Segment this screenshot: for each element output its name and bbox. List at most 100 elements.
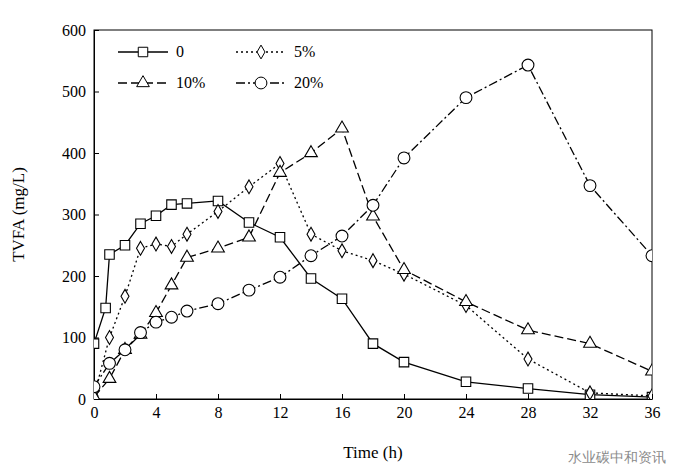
marker — [134, 327, 147, 338]
tick-label: 0 — [78, 391, 86, 408]
marker — [120, 241, 129, 250]
tick-label: 20 — [397, 404, 413, 421]
plot: 04812162024283236010020030040050060005%1… — [62, 22, 661, 422]
tick-label: 200 — [62, 268, 86, 285]
plot-frame — [94, 30, 652, 399]
series-line — [94, 128, 652, 397]
x-axis-title: Time (h) — [343, 443, 402, 462]
marker — [168, 240, 176, 254]
tick-label: 600 — [62, 22, 86, 39]
marker — [461, 377, 470, 386]
tick: 300 — [62, 206, 99, 223]
legend: 0 5% 10% 20% — [118, 43, 323, 91]
marker — [167, 200, 176, 209]
marker — [94, 339, 99, 348]
marker — [181, 250, 194, 261]
tick-label: 12 — [273, 404, 289, 421]
series-line — [94, 65, 652, 387]
marker — [105, 250, 114, 259]
marker — [522, 323, 535, 334]
tick-mark — [94, 92, 99, 93]
tick: 24 — [459, 394, 475, 421]
marker — [152, 237, 160, 251]
legend-label: 0 — [176, 43, 184, 60]
legend-item: 20% — [236, 74, 323, 91]
marker — [243, 230, 256, 241]
tick: 4 — [153, 394, 161, 421]
marker — [150, 316, 162, 328]
marker — [584, 180, 596, 192]
axis-line — [95, 399, 653, 400]
marker — [367, 199, 379, 211]
tick-mark — [342, 394, 343, 399]
marker — [305, 250, 317, 262]
marker — [275, 233, 284, 242]
marker — [135, 327, 147, 339]
marker — [398, 263, 411, 274]
series-markers — [94, 157, 652, 399]
marker — [137, 241, 145, 255]
marker — [181, 305, 193, 317]
marker — [245, 180, 253, 194]
tick-mark — [156, 394, 157, 399]
marker — [119, 344, 131, 356]
marker — [182, 199, 191, 208]
marker — [94, 381, 100, 393]
legend-label: 20% — [294, 74, 323, 91]
marker — [306, 274, 315, 283]
tick-label: 500 — [62, 83, 86, 100]
series-markers — [94, 59, 652, 392]
marker — [166, 311, 178, 323]
tick: 16 — [335, 394, 351, 421]
legend-marker — [257, 45, 265, 59]
tick-label: 4 — [153, 404, 161, 421]
marker — [305, 146, 318, 157]
marker — [586, 386, 594, 399]
marker — [244, 218, 253, 227]
tick-label: 16 — [335, 404, 351, 421]
marker — [398, 152, 410, 164]
marker — [212, 241, 225, 252]
marker — [369, 254, 377, 268]
tick-mark — [94, 399, 99, 400]
marker — [274, 271, 286, 283]
tick-mark — [404, 394, 405, 399]
marker — [150, 306, 163, 317]
tick: 200 — [62, 268, 99, 285]
tick: 400 — [62, 145, 99, 162]
marker — [523, 384, 532, 393]
tick-mark — [218, 394, 219, 399]
tick: 20 — [397, 394, 413, 421]
legend-item: 5% — [236, 43, 315, 60]
marker — [307, 227, 315, 241]
marker — [106, 331, 114, 345]
series-line — [94, 163, 652, 395]
marker — [336, 121, 349, 132]
marker — [103, 371, 116, 382]
marker — [338, 244, 346, 258]
chart: 04812162024283236010020030040050060005%1… — [0, 0, 676, 472]
tick: 500 — [62, 83, 99, 100]
tick: 12 — [273, 394, 289, 421]
tick: 28 — [521, 394, 537, 421]
marker — [460, 294, 473, 305]
tick-label: 300 — [62, 206, 86, 223]
marker — [584, 336, 597, 347]
tick-mark — [94, 30, 99, 31]
marker — [183, 227, 191, 241]
tick-label: 24 — [459, 404, 475, 421]
legend-item: 10% — [118, 74, 205, 91]
annotation: 水业碳中和资讯 — [568, 449, 666, 465]
marker — [460, 92, 472, 104]
x-axis: 04812162024283236 — [91, 394, 661, 421]
tick-label: 32 — [583, 404, 599, 421]
tick-label: 28 — [521, 404, 537, 421]
marker — [165, 278, 178, 289]
tick-mark — [94, 153, 99, 154]
legend-marker — [255, 77, 267, 89]
tick-label: 8 — [215, 404, 223, 421]
marker — [151, 211, 160, 220]
marker — [337, 294, 346, 303]
legend-item: 0 — [118, 43, 184, 60]
marker — [399, 357, 408, 366]
